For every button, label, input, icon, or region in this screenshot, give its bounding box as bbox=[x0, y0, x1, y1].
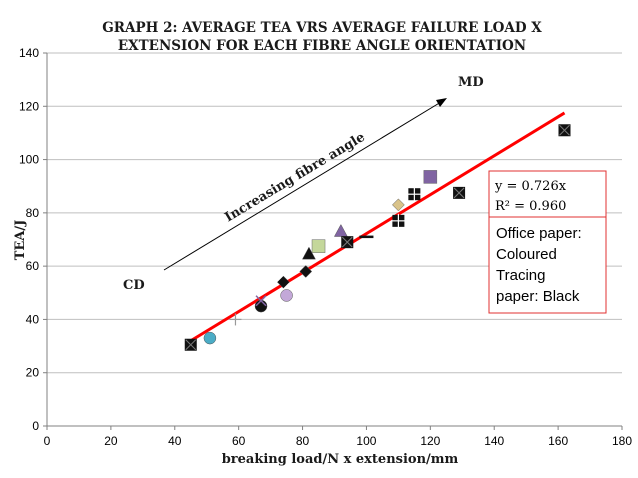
trendline-group bbox=[189, 111, 566, 343]
equation-box bbox=[488, 170, 607, 219]
x-tick-label-0: 0 bbox=[44, 434, 51, 448]
x-tick-label-80: 80 bbox=[296, 434, 310, 448]
y-tick-label-80: 80 bbox=[26, 206, 40, 220]
axes bbox=[43, 52, 623, 430]
x-tick-label-60: 60 bbox=[232, 434, 246, 448]
x-tick-label-120: 120 bbox=[420, 434, 440, 448]
x-axis-label: breaking load/N x extension/mm bbox=[222, 452, 459, 467]
legend-box bbox=[488, 216, 607, 314]
data-point-5 bbox=[255, 295, 267, 307]
legend-line-2: Coloured bbox=[496, 246, 557, 263]
y-tick-label-20: 20 bbox=[26, 366, 40, 380]
data-point-8 bbox=[299, 265, 313, 278]
y-tick-label-60: 60 bbox=[26, 259, 40, 273]
data-point-6 bbox=[280, 289, 293, 302]
md-label: MD bbox=[458, 75, 484, 90]
trend-equation: y = 0.726x bbox=[494, 179, 567, 194]
x-tick-label-160: 160 bbox=[548, 434, 568, 448]
data-point-14 bbox=[391, 213, 406, 228]
fibre-angle-arrowhead bbox=[436, 98, 447, 107]
chart-title-line2: EXTENSION FOR EACH FIBRE ANGLE ORIENTATI… bbox=[118, 38, 526, 54]
data-point-17 bbox=[423, 170, 438, 184]
y-tick-label-40: 40 bbox=[26, 312, 40, 326]
gridlines bbox=[47, 52, 622, 374]
y-tick-label-0: 0 bbox=[32, 419, 39, 433]
y-tick-label-140: 140 bbox=[19, 46, 39, 60]
y-tick-label-100: 100 bbox=[19, 153, 39, 167]
cd-label: CD bbox=[123, 278, 145, 293]
fibre-angle-arrow bbox=[163, 101, 442, 271]
data-point-7 bbox=[277, 275, 290, 289]
data-point-18 bbox=[453, 186, 466, 199]
data-point-4 bbox=[254, 299, 268, 313]
trend-r-squared: R² = 0.960 bbox=[495, 199, 566, 214]
y-tick-label-120: 120 bbox=[19, 99, 39, 113]
data-point-12 bbox=[341, 236, 354, 249]
data-point-1 bbox=[184, 338, 197, 351]
y-axis-label: TEA/J bbox=[13, 220, 28, 261]
legend-line-4: paper: Black bbox=[496, 288, 580, 305]
trendline bbox=[189, 111, 566, 343]
data-point-19 bbox=[558, 124, 571, 137]
data-point-10 bbox=[311, 239, 326, 253]
y-tick-labels: 0 20 40 60 80 100 120 140 bbox=[19, 46, 39, 433]
legend-line-3: Tracing bbox=[496, 267, 545, 284]
data-points bbox=[184, 124, 571, 351]
data-point-16 bbox=[407, 187, 422, 202]
data-point-9 bbox=[302, 246, 316, 260]
legend-line-1: Office paper: bbox=[496, 225, 582, 242]
data-point-3 bbox=[229, 313, 242, 326]
x-tick-labels: 0 20 40 60 80 100 120 140 160 180 bbox=[44, 434, 633, 448]
x-tick-label-140: 140 bbox=[484, 434, 504, 448]
data-point-15 bbox=[392, 198, 405, 212]
data-point-2 bbox=[203, 331, 217, 345]
x-tick-label-100: 100 bbox=[356, 434, 376, 448]
x-tick-label-40: 40 bbox=[168, 434, 182, 448]
data-point-11 bbox=[333, 223, 348, 237]
x-tick-label-20: 20 bbox=[104, 434, 118, 448]
chart-title-line1: GRAPH 2: AVERAGE TEA VRS AVERAGE FAILURE… bbox=[102, 20, 542, 36]
x-tick-label-180: 180 bbox=[612, 434, 632, 448]
fibre-angle-label: Increasing fibre angle bbox=[222, 130, 367, 226]
